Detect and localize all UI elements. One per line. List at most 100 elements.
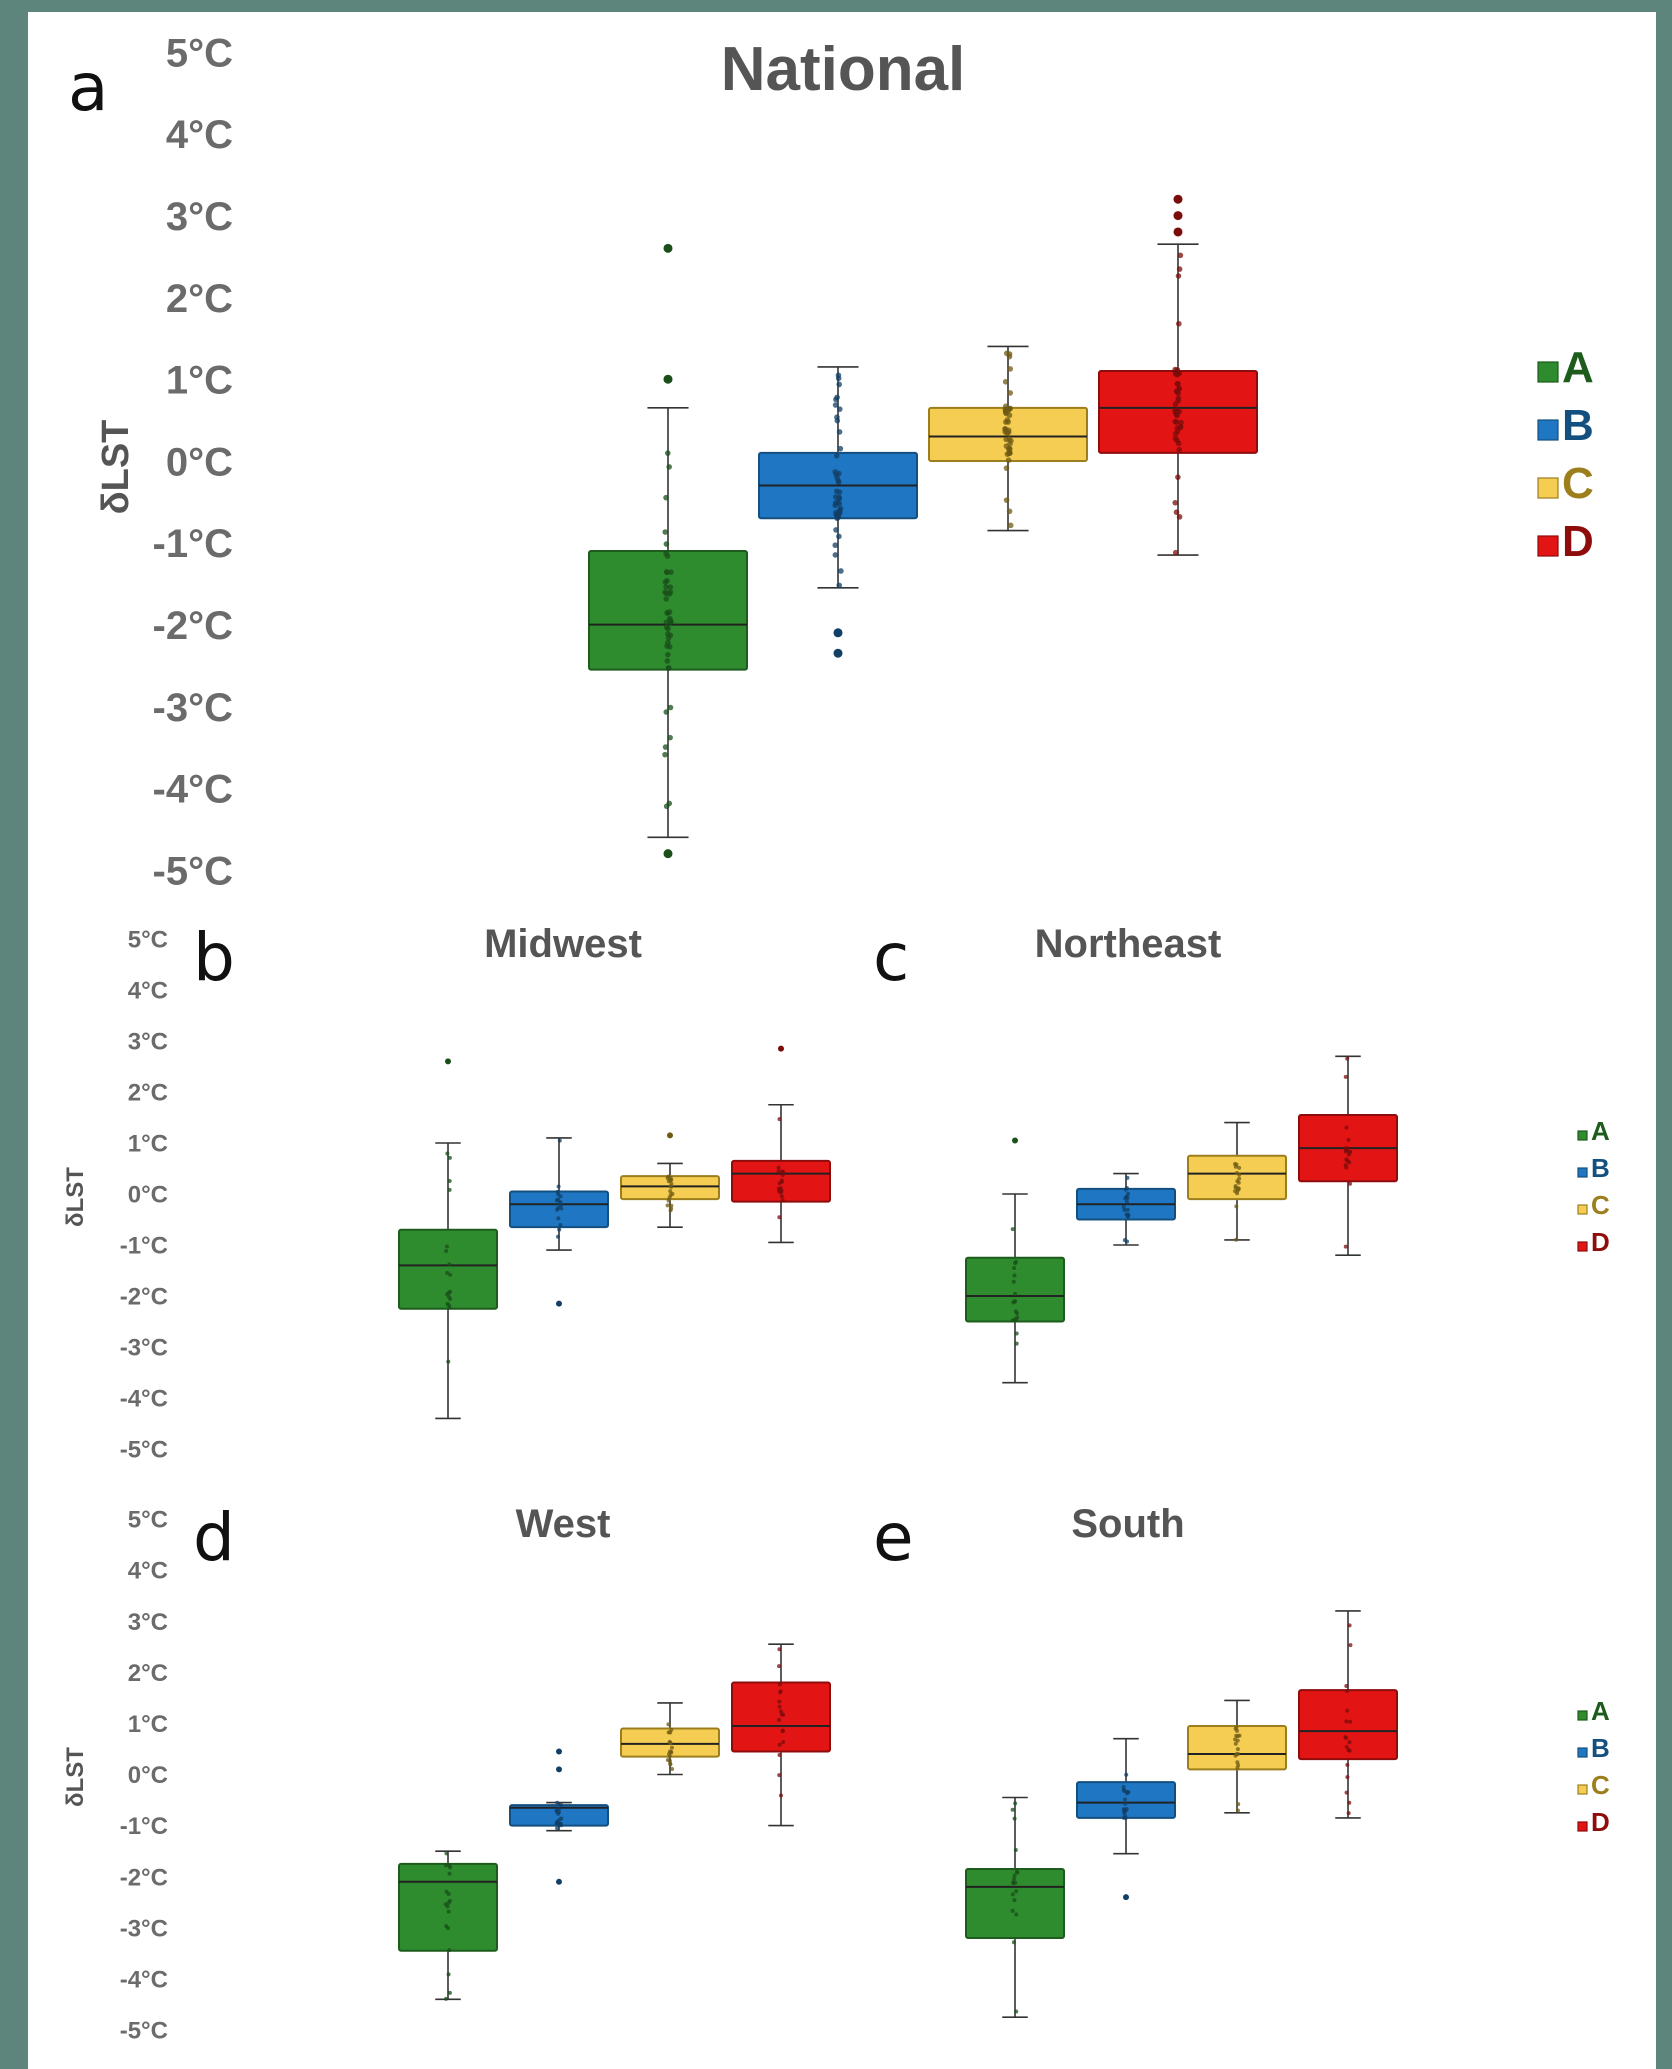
data-point — [1347, 1150, 1352, 1155]
data-point — [1172, 408, 1178, 414]
data-point — [1010, 1892, 1015, 1897]
box-D — [1098, 194, 1258, 556]
legend-swatch — [1537, 419, 1559, 441]
box-A — [398, 1850, 498, 2001]
data-point — [1007, 405, 1014, 412]
data-point — [1124, 1772, 1129, 1777]
data-point — [1233, 1741, 1238, 1746]
data-point — [556, 1197, 561, 1202]
data-point — [832, 542, 839, 549]
data-point — [777, 1699, 782, 1704]
data-point — [1010, 1908, 1015, 1913]
outlier-point — [833, 628, 843, 638]
data-point — [836, 582, 843, 589]
outlier-point — [1012, 1137, 1018, 1144]
data-point — [1344, 1684, 1349, 1689]
data-point — [1125, 1175, 1130, 1180]
data-point — [670, 1766, 675, 1771]
data-point — [1172, 499, 1179, 506]
panel-d: d West 5°C 4°C 3°C 2°C 1°C 0°C -1°C -2°C -3°C -4°C -… — [62, 1499, 831, 2045]
data-point — [446, 1972, 451, 1977]
box-C — [1187, 1121, 1287, 1242]
data-point — [1172, 431, 1179, 437]
data-point — [1177, 252, 1184, 259]
data-point — [1014, 1331, 1019, 1336]
data-point — [1012, 1816, 1017, 1821]
y-tick-label: 1°C — [128, 1131, 168, 1158]
data-point — [1345, 1708, 1350, 1713]
data-point — [1343, 1244, 1348, 1249]
data-point — [1015, 1870, 1020, 1875]
data-point — [443, 1902, 448, 1907]
data-point — [1236, 1802, 1241, 1807]
data-point — [777, 1215, 782, 1220]
data-point — [444, 1244, 449, 1249]
data-point — [447, 1187, 452, 1192]
box-C — [928, 345, 1088, 532]
outlier-point — [556, 1766, 562, 1773]
data-point — [1237, 1176, 1242, 1181]
data-point — [444, 1851, 449, 1856]
data-point — [777, 1682, 782, 1687]
y-tick-label: -3°C — [153, 686, 233, 730]
data-point — [1347, 1748, 1352, 1753]
y-tick-label: -3°C — [120, 1915, 168, 1942]
legend-label: B — [1591, 1153, 1610, 1183]
data-point — [836, 489, 843, 495]
outlier-point — [556, 1748, 562, 1755]
legend-swatch — [1577, 1241, 1588, 1252]
panel-a: a National 5°C 4°C 3°C 2°C 1°C 0°C -1°C -2°C -3°C -… — [68, 31, 1594, 893]
outlier-point — [778, 1045, 784, 1052]
data-point — [447, 1155, 452, 1160]
data-point — [665, 651, 671, 658]
data-point — [1347, 1740, 1352, 1745]
box-C — [1187, 1699, 1287, 1814]
data-point — [447, 1262, 452, 1267]
y-tick-label: -1°C — [120, 1813, 168, 1840]
data-point — [1172, 549, 1179, 556]
data-point — [447, 1990, 452, 1995]
data-point — [777, 1717, 782, 1722]
data-point — [1121, 1204, 1126, 1209]
outlier-point — [663, 243, 673, 253]
data-point — [1007, 366, 1014, 372]
data-point — [445, 1926, 450, 1931]
legend-label: A — [1562, 343, 1594, 392]
data-point — [776, 1165, 781, 1170]
data-point — [1235, 1738, 1240, 1743]
outlier-point — [1173, 194, 1183, 204]
data-point — [1347, 1160, 1352, 1165]
y-tick-label: 3°C — [166, 195, 233, 239]
data-point — [445, 1151, 450, 1156]
data-point — [1003, 497, 1010, 503]
legend-label: B — [1562, 401, 1594, 450]
data-point — [1010, 1227, 1015, 1232]
y-tick-label: 2°C — [128, 1080, 168, 1107]
data-point — [1234, 1204, 1239, 1209]
data-point — [558, 1203, 563, 1208]
data-point — [1236, 1808, 1241, 1813]
y-axis-label: δLST — [95, 420, 137, 515]
data-point — [662, 751, 668, 758]
data-point — [835, 513, 842, 520]
data-point — [779, 1194, 784, 1199]
data-point — [667, 1749, 672, 1754]
data-point — [777, 1753, 782, 1758]
legend-label: D — [1591, 1227, 1610, 1257]
data-point — [836, 381, 842, 388]
data-point — [1176, 514, 1183, 520]
data-point — [1011, 1940, 1016, 1945]
data-point — [1011, 1881, 1016, 1886]
data-point — [663, 624, 670, 631]
outlier-point — [663, 849, 673, 859]
data-point — [663, 709, 670, 715]
panel-letter: c — [873, 919, 909, 996]
data-point — [1348, 1719, 1353, 1724]
data-point — [446, 1359, 451, 1364]
data-point — [834, 414, 840, 421]
data-point — [836, 500, 843, 507]
data-point — [1012, 1898, 1017, 1903]
data-point — [448, 1272, 453, 1277]
data-point — [1013, 1847, 1018, 1852]
data-point — [1172, 366, 1179, 373]
